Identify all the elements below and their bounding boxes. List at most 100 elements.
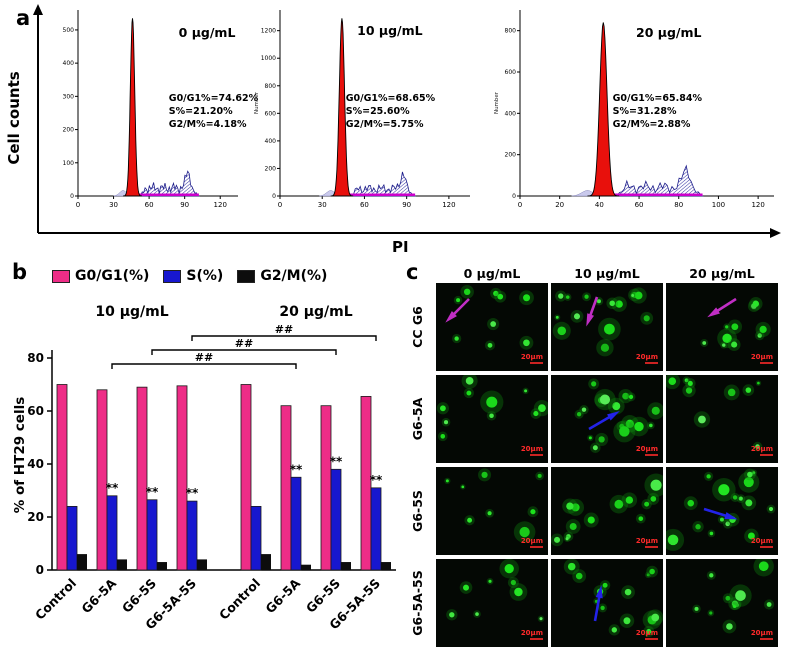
fluorescent-cell: [634, 291, 643, 300]
panel-b: b G0/G1(%) S(%) G2/M(%) % of HT29 cells …: [0, 258, 402, 656]
x-category-label: Control: [216, 576, 263, 623]
fluorescent-cell: [490, 321, 497, 327]
legend-label-s: S(%): [186, 268, 224, 284]
scale-bar-label: 20μm: [751, 445, 773, 453]
bar-G6-5S-1: [330, 468, 342, 571]
fluorescent-cell: [467, 517, 473, 523]
fluorescent-cell: [575, 572, 583, 580]
fluorescent-cell: [625, 419, 635, 428]
micrograph-image-r0-c2: 20μm: [700, 296, 773, 364]
fluorescent-cell: [454, 336, 459, 341]
fluorescent-cell: [731, 341, 738, 348]
fluorescent-cell: [611, 627, 618, 633]
y-tick-label: 0: [70, 193, 74, 200]
fluorescent-cell: [599, 394, 611, 405]
bar-G6-5A-5S-1: [186, 500, 198, 571]
flow-stats-10ug: G0/G1%=68.65% S%=25.60% G2/M%=5.75%: [346, 93, 435, 131]
y-tick-label: 400: [505, 110, 517, 117]
fluorescent-cell: [643, 315, 650, 322]
significance-bracket: [191, 335, 377, 341]
fluorescent-cell: [651, 613, 660, 622]
fluorescent-cell: [487, 342, 493, 348]
stat-g0g1: G0/G1%=65.84%: [612, 93, 702, 105]
fluorescent-cell: [747, 471, 753, 478]
y-tick-label: 100: [63, 160, 75, 167]
x-category-label: G6-5A: [262, 575, 303, 616]
y-tick-label: 200: [63, 127, 75, 134]
micrograph-image-r0-c0: 20μm: [445, 285, 543, 364]
significance-stars: **: [330, 454, 343, 468]
panel-c-label: c: [406, 260, 419, 284]
bar-G6-5S-0: [320, 405, 332, 571]
panel-a-label: a: [16, 6, 31, 30]
bar-G6-5A-5S-0: [176, 385, 188, 571]
scale-bar-label: 20μm: [636, 537, 658, 545]
fluorescent-cell: [600, 605, 605, 611]
g2-region: [351, 171, 417, 197]
bar-G6-5A-5S-2: [381, 562, 391, 570]
flow-plot-0ug: 0 30 60 90 120 0 100 200 300 400 500 0 μg/mL G0/G1…: [48, 4, 258, 216]
stat-g2m: G2/M%=5.75%: [345, 118, 424, 130]
x-tick-label: 90: [402, 201, 411, 209]
bar-G6-5S-2: [157, 562, 167, 570]
x-tick-label: 60: [145, 201, 154, 209]
fluorescent-cell: [612, 402, 621, 411]
y-tick-label: 200: [265, 165, 277, 172]
micrograph-r1-c2: 20μm: [666, 375, 778, 463]
legend-label-g0g1: G0/G1(%): [75, 268, 150, 284]
micrograph-image-r1-c2: 20μm: [666, 375, 773, 456]
g2-region: [616, 164, 704, 197]
fluorescent-cell: [624, 588, 632, 596]
x-tick-label: 20: [555, 201, 564, 209]
annotation-arrowhead-icon: [724, 512, 738, 520]
g1-peak: [587, 22, 620, 197]
fluorescent-cell: [668, 377, 677, 385]
fluorescent-cell: [731, 323, 739, 331]
debris-shoulder: [113, 190, 127, 197]
fluorescent-cell: [557, 326, 567, 336]
micrograph-row-label-0: CC G6: [410, 306, 425, 348]
fluorescent-cell: [571, 503, 580, 512]
bar-G6-5S-2: [341, 562, 351, 570]
fluorescent-cell: [602, 582, 608, 588]
bar-Control-2: [77, 554, 87, 570]
fluorescent-cell: [651, 406, 660, 415]
flow-stats-20ug: G0/G1%=65.84% S%=31.28% G2/M%=2.88%: [613, 93, 702, 131]
scale-bar-label: 20μm: [751, 629, 773, 637]
x-tick-label: 120: [751, 201, 764, 209]
fluorescent-cell: [463, 288, 471, 296]
x-tick-label: 30: [109, 201, 118, 209]
flow-plot-10ug: 0 30 60 90 120 0 200 400 600 800 1000 1200 Number 10…: [250, 4, 478, 216]
fluorescent-cell: [758, 561, 769, 572]
x-tick-label: 90: [180, 201, 189, 209]
stat-g0g1: G0/G1%=68.65%: [345, 93, 436, 105]
fluorescent-cell: [519, 526, 530, 538]
significance-bracket-label: ##: [235, 337, 253, 350]
flow-xaxis-label: PI: [392, 238, 409, 256]
inner-ylabel: Number: [254, 91, 260, 114]
scale-bar-label: 20μm: [751, 353, 773, 361]
fluorescent-cell: [569, 522, 577, 531]
micrograph-column-header-2: 20 μg/mL: [689, 266, 755, 281]
s-phase-marker: [595, 193, 703, 196]
bar-G6-5S-0: [136, 386, 148, 571]
significance-stars: **: [186, 486, 199, 500]
fluorescent-cell: [725, 325, 729, 329]
y-tick-label: 800: [265, 83, 277, 90]
fluorescent-cell: [539, 617, 543, 621]
fluorescent-cell: [486, 396, 498, 408]
fluorescent-cell: [732, 604, 737, 609]
fluorescent-cell: [615, 300, 623, 308]
fluorescent-cell: [745, 499, 753, 507]
micrograph-image-r2-c0: 20μm: [444, 468, 544, 548]
y-tick-label: 300: [63, 93, 75, 100]
y-tick-label: 1200: [261, 28, 276, 35]
fluorescent-cell: [487, 511, 492, 516]
x-tick-label: 60: [635, 201, 644, 209]
flow-title-0ug: 0 μg/mL: [178, 25, 236, 41]
flow-axes-arrows: [33, 4, 781, 238]
fluorescent-cell: [650, 479, 662, 491]
fluorescent-cell: [698, 415, 706, 424]
fluorescent-cell: [725, 521, 730, 527]
